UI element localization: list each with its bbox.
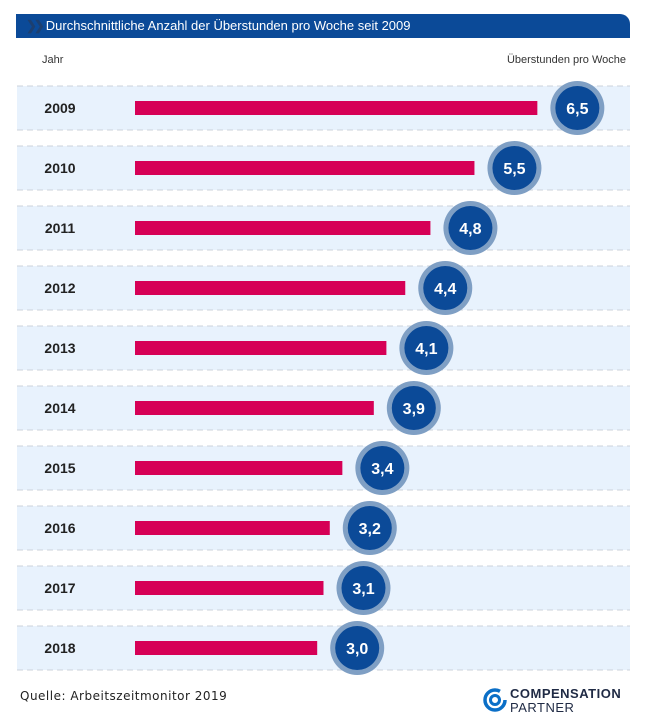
data-label: 5,5 [503,161,525,178]
data-label: 4,4 [434,281,456,298]
bar [135,161,475,175]
category-label: 2014 [44,400,75,416]
data-label: 4,1 [415,341,437,358]
bar [135,641,318,655]
data-label: 6,5 [566,101,588,118]
category-label: 2016 [44,520,75,536]
bar [135,281,406,295]
category-label: 2010 [44,160,75,176]
data-label: 3,2 [359,521,381,538]
chart-title-bar: ❯❯ Durchschnittliche Anzahl der Überstund… [16,14,630,38]
value-bubble [448,206,493,250]
logo-mark-icon [483,688,507,712]
data-label: 3,4 [371,461,393,478]
category-label: 2009 [44,100,75,116]
category-label: 2012 [44,280,75,296]
value-bubble [360,446,405,490]
value-bubble [404,326,449,370]
value-bubble [341,566,386,610]
logo-text-line2: PARTNER [510,700,575,715]
bar [135,521,330,535]
data-label: 3,0 [346,641,368,658]
category-axis-label: Jahr [42,54,64,66]
value-bubble [335,626,380,670]
category-label: 2013 [44,340,75,356]
bar [135,341,387,355]
value-axis-label: Überstunden pro Woche [506,54,626,66]
value-bubble [555,86,600,130]
logo-text-line1: COMPENSATION [510,686,622,701]
chevron-double-right-icon: ❯❯ [26,18,45,33]
company-logo: COMPENSATION PARTNER [483,686,633,716]
value-bubble [492,146,537,190]
row-band [17,566,630,610]
row-band [17,626,630,670]
bar [135,461,343,475]
bar [135,401,374,415]
category-label: 2018 [44,640,75,656]
value-bubble [391,386,436,430]
category-label: 2011 [45,220,76,236]
category-label: 2017 [44,580,75,596]
bar [135,101,538,115]
data-label: 3,1 [352,581,374,598]
chart-title: Durchschnittliche Anzahl der Überstunden… [45,18,411,33]
bar [135,221,431,235]
source-note: Quelle: Arbeitszeitmonitor 2019 [20,689,228,703]
value-bubble [423,266,468,310]
value-bubble [347,506,392,550]
data-label: 4,8 [459,221,481,238]
category-label: 2015 [44,460,75,476]
bar [135,581,324,595]
data-label: 3,9 [403,401,425,418]
